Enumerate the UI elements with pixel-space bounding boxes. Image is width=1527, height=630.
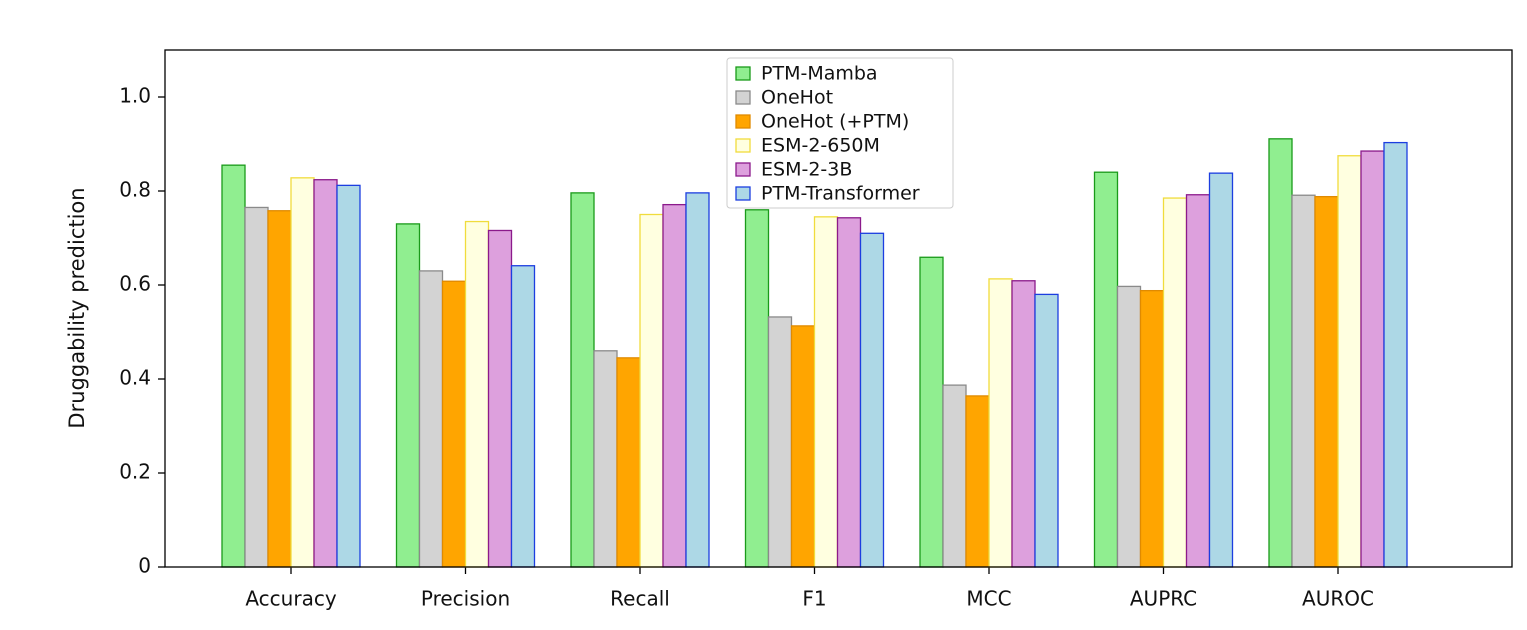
bar [336,184,361,568]
bar [418,270,444,568]
x-tick-label: MCC [966,587,1011,611]
x-tick-label: Recall [610,587,670,611]
bar [267,210,292,568]
bar [570,192,595,568]
legend-label: PTM-Transformer [761,183,920,205]
bar [859,232,885,568]
legend-label: OneHot [761,87,833,109]
legend-swatch [735,162,751,177]
bar [510,265,536,568]
x-tick-label: AUPRC [1130,587,1197,611]
bar [1337,155,1362,568]
y-tick-label: 1.0 [119,84,151,108]
y-tick-label: 0.8 [119,178,151,202]
legend-swatch [735,114,751,129]
bar [1011,280,1036,568]
bar [685,192,710,568]
bar [1034,293,1059,568]
bar [1139,289,1165,568]
bar [1291,194,1316,568]
bar [744,209,770,568]
bar [487,229,513,568]
bar [1383,141,1408,568]
legend-swatch [735,186,751,201]
bar [395,223,421,568]
bar [662,203,687,568]
bar [965,395,990,568]
bar [1268,138,1293,568]
bar [593,350,618,568]
bar [1208,172,1234,568]
bar [244,206,269,568]
y-tick-label: 0.4 [119,366,151,390]
bar [1093,171,1119,568]
bar [919,256,944,568]
bar [813,216,839,568]
bar [464,220,490,568]
legend-swatch [735,90,751,105]
bar [1314,195,1339,568]
bar [290,177,315,568]
bar [1116,285,1142,568]
legend-swatch [735,66,751,81]
x-tick-label: F1 [802,587,826,611]
x-tick-label: AUROC [1302,587,1374,611]
bar [1185,194,1211,568]
bar [767,316,793,568]
bar [441,280,467,568]
legend-swatch [735,138,751,153]
legend-label: ESM-2-650M [761,135,880,157]
y-axis-label: Druggability prediction [65,187,89,428]
bar [1162,197,1188,568]
bar [221,164,246,568]
bar [836,217,862,568]
bar [616,357,641,568]
bar [639,213,664,568]
y-tick-label: 0 [138,554,151,578]
legend-box [726,57,954,209]
bar [1360,150,1385,568]
y-tick-label: 0.2 [119,460,151,484]
legend-label: PTM-Mamba [761,63,878,85]
legend-label: OneHot (+PTM) [761,111,909,133]
y-tick-label: 0.6 [119,272,151,296]
x-tick-label: Precision [421,587,510,611]
legend-label: ESM-2-3B [761,159,852,181]
bar [942,384,967,568]
bar [790,325,816,568]
bar [988,278,1013,568]
plot-frame [164,49,1513,568]
bar [313,179,338,568]
x-tick-label: Accuracy [245,587,336,611]
